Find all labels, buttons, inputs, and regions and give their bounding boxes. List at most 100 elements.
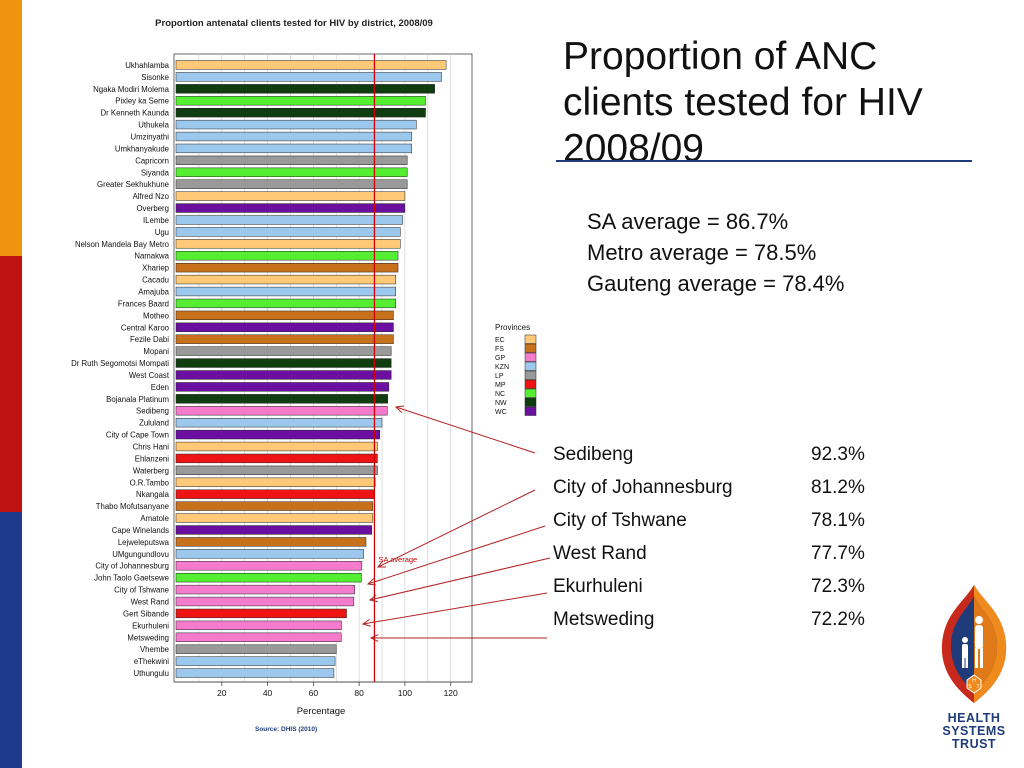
district-label: Lejweleputswa xyxy=(118,538,170,547)
monogram-letter-h: H xyxy=(972,678,976,684)
logo-text-trust: TRUST xyxy=(951,737,997,751)
bar xyxy=(175,656,336,666)
x-tick-label: 80 xyxy=(354,688,364,698)
legend-code: NW xyxy=(495,400,507,407)
bar xyxy=(175,394,388,404)
bar xyxy=(175,632,342,642)
bar xyxy=(175,107,426,118)
district-label: Waterberg xyxy=(133,466,169,475)
sa-average-label: SA average xyxy=(378,555,417,564)
averages-block: SA average = 86.7% Metro average = 78.5%… xyxy=(587,206,844,299)
district-label: Cape Winelands xyxy=(112,526,169,535)
bar xyxy=(175,608,347,619)
bar xyxy=(175,310,394,321)
bar xyxy=(175,620,342,631)
shield-icon xyxy=(941,585,1007,703)
callout-arrowhead xyxy=(369,634,379,642)
district-label: Pixley ka Seme xyxy=(115,97,169,106)
x-tick-label: 20 xyxy=(217,688,227,698)
bar xyxy=(175,179,408,189)
hst-monogram: H S T xyxy=(968,678,979,690)
health-systems-trust-logo: H S T HEALTH SYSTEMS TRUST xyxy=(934,582,1014,760)
bar xyxy=(175,346,392,356)
district-label: Umkhanyakude xyxy=(115,144,169,153)
bar xyxy=(175,537,367,547)
district-label: West Rand xyxy=(131,598,169,607)
callout-arrow xyxy=(395,406,536,454)
bar xyxy=(175,167,408,177)
x-tick-label: 40 xyxy=(263,688,273,698)
district-label: Alfred Nzo xyxy=(133,192,170,201)
legend-swatch xyxy=(524,406,537,416)
district-label: Nelson Mandela Bay Metro xyxy=(75,240,170,249)
bar xyxy=(175,549,364,559)
legend-code: WC xyxy=(495,409,507,416)
district-label: City of Johannesburg xyxy=(95,562,169,571)
district-label: Frances Baard xyxy=(118,299,169,308)
district-label: Ngaka Modiri Molema xyxy=(93,85,169,94)
district-label: Dr Ruth Segomotsi Mompati xyxy=(71,359,169,368)
legend-code: MP xyxy=(495,382,506,389)
bar xyxy=(175,561,363,571)
callout-value: 92.3% xyxy=(811,444,865,465)
x-axis-label: Percentage xyxy=(297,706,346,717)
monogram-letter-s: S xyxy=(968,684,972,690)
bar xyxy=(175,155,408,166)
bar xyxy=(175,274,396,285)
title-underline xyxy=(556,160,972,162)
district-label: ILembe xyxy=(143,216,169,225)
bar xyxy=(175,119,417,130)
district-label: Thabo Mofutsanyane xyxy=(96,502,169,511)
gauteng-average-text: Gauteng average = 78.4% xyxy=(587,271,845,296)
bar xyxy=(175,262,399,273)
bar xyxy=(175,644,337,654)
bar xyxy=(175,596,355,607)
bar xyxy=(175,370,392,380)
accent-stripe-orange xyxy=(0,0,22,256)
callout-district: Metsweding xyxy=(553,609,655,630)
chart-title: Proportion antenatal clients tested for … xyxy=(155,18,433,29)
bar xyxy=(175,477,376,487)
district-label: Vhembe xyxy=(140,645,169,654)
callout-arrowhead xyxy=(394,405,404,413)
legend-swatch xyxy=(524,361,537,371)
monogram-letter-t: T xyxy=(976,684,979,690)
legend-swatch xyxy=(524,343,537,353)
district-label: Eden xyxy=(151,383,169,392)
district-label: eThekwini xyxy=(134,657,169,666)
legend-code: LP xyxy=(495,373,504,380)
bar xyxy=(175,525,372,535)
legend-code: KZN xyxy=(495,364,509,371)
source-note: Source: DHIS (2010) xyxy=(255,726,317,733)
bar xyxy=(175,513,374,523)
district-label: John Taolo Gaetsewe xyxy=(94,574,169,583)
callout-arrow xyxy=(367,525,546,585)
legend-title: Provinces xyxy=(495,323,530,332)
bar xyxy=(175,489,375,499)
district-label: Amajuba xyxy=(138,288,169,297)
sa-average-text: SA average = 86.7% xyxy=(587,209,789,234)
bar xyxy=(175,239,401,249)
callout-arrowhead xyxy=(376,560,387,568)
legend-swatch xyxy=(524,397,537,407)
district-label: Uthukela xyxy=(138,121,169,130)
callout-value: 77.7% xyxy=(811,543,865,564)
district-label: Dr Kenneth Kaunda xyxy=(101,109,170,118)
callout-value: 81.2% xyxy=(811,477,865,498)
bar xyxy=(175,453,378,464)
district-label: Umzinyathi xyxy=(130,133,169,142)
logo-text-health: HEALTH xyxy=(947,711,1001,725)
district-label: Ehlanzeni xyxy=(135,454,170,463)
district-label: Zululand xyxy=(139,419,169,428)
district-label: City of Tshwane xyxy=(114,586,169,595)
bar xyxy=(175,286,396,297)
district-label: City of Cape Town xyxy=(106,431,169,440)
district-label: Gert Sibande xyxy=(123,609,169,618)
callout-arrowhead xyxy=(366,578,376,586)
callout-arrow xyxy=(369,557,551,601)
callout-district: Sedibeng xyxy=(553,444,634,465)
callout-arrowhead xyxy=(361,618,371,627)
district-label: Capricorn xyxy=(135,156,169,165)
bar xyxy=(175,131,413,142)
